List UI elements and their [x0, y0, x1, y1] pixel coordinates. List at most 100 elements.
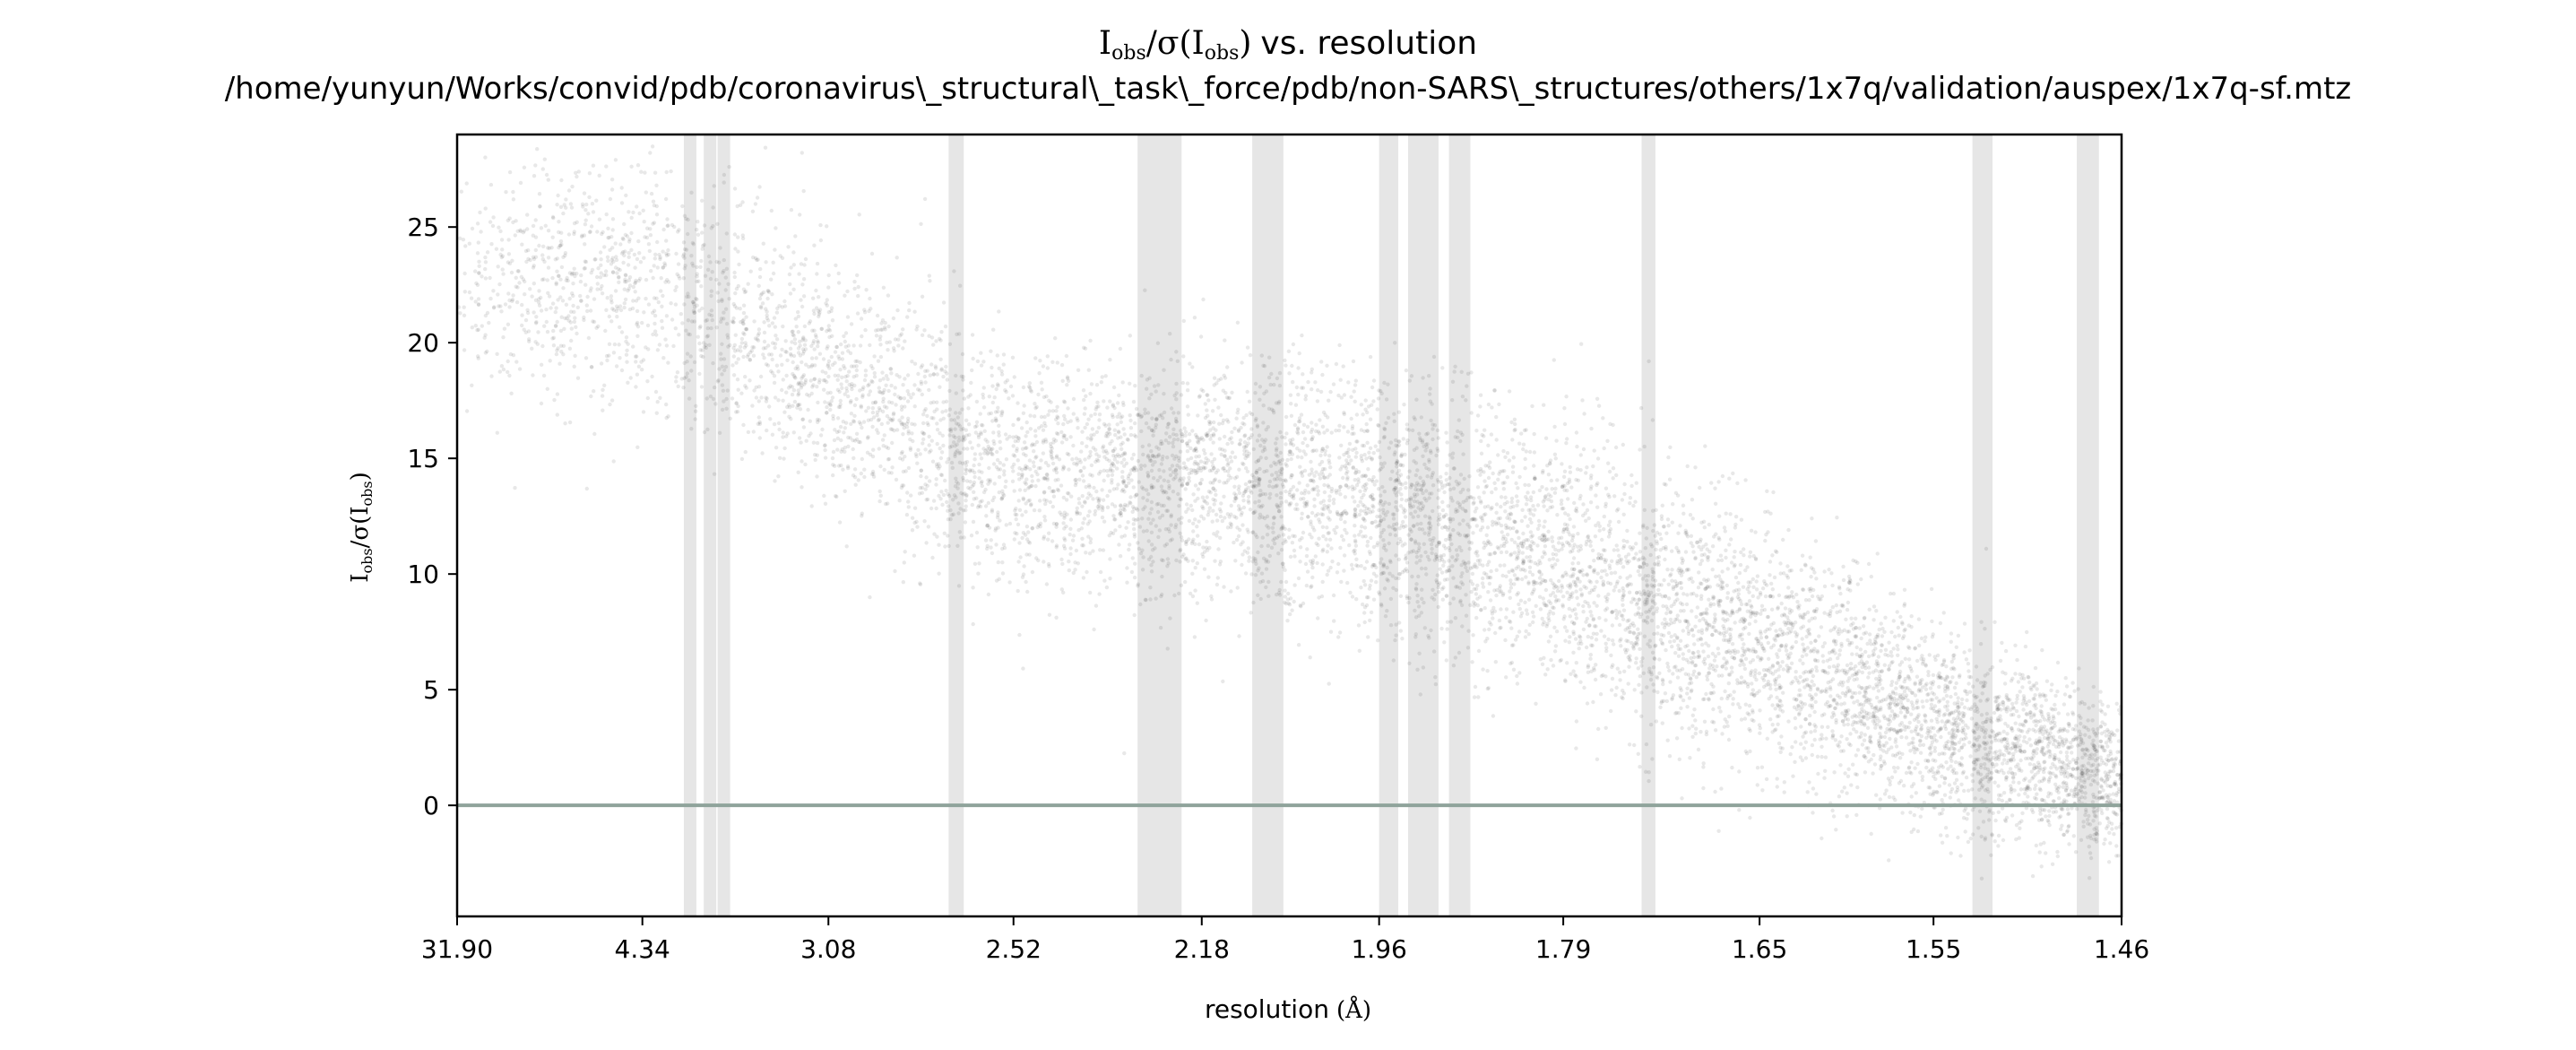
data-point [891, 417, 895, 421]
data-point [1272, 542, 1277, 546]
data-point [1710, 568, 1715, 572]
data-point [1742, 716, 1748, 721]
data-point [1470, 660, 1474, 664]
data-point [1534, 603, 1538, 608]
data-point [1362, 605, 1368, 610]
data-point [927, 273, 932, 278]
data-point [1223, 516, 1227, 520]
data-point [800, 459, 804, 464]
data-point [1831, 710, 1836, 716]
data-point [1478, 404, 1482, 409]
data-point [556, 298, 560, 302]
data-point [1790, 745, 1794, 750]
data-point [849, 322, 854, 326]
data-point [1878, 681, 1882, 687]
data-point [1906, 673, 1911, 679]
data-point [1450, 398, 1455, 403]
data-point [782, 299, 787, 304]
data-point [1515, 503, 1519, 508]
data-point [1499, 550, 1504, 555]
data-point [1011, 422, 1016, 428]
data-point [1068, 526, 1073, 531]
ice-ring-band-5 [1252, 135, 1284, 916]
data-point [1375, 541, 1380, 545]
data-point [1507, 389, 1512, 394]
data-point [1280, 467, 1284, 472]
data-point [1339, 579, 1344, 585]
data-point [1416, 506, 1421, 510]
data-point [615, 304, 619, 308]
data-point [580, 233, 584, 238]
data-point [1259, 571, 1265, 576]
data-point [1815, 650, 1820, 655]
data-point [708, 260, 713, 265]
data-point [1427, 558, 1431, 562]
data-point [934, 506, 938, 511]
data-point [826, 273, 831, 278]
data-point [878, 354, 884, 360]
data-point [1089, 382, 1094, 386]
data-point [1237, 467, 1241, 472]
data-point [1084, 394, 1088, 398]
data-point [1708, 663, 1713, 667]
data-point [1404, 368, 1409, 373]
data-point [890, 440, 895, 446]
data-point [638, 260, 644, 265]
data-point [1763, 509, 1768, 515]
data-point [2101, 788, 2105, 793]
data-point [1720, 473, 1725, 479]
data-point [1607, 469, 1612, 474]
data-point [1863, 665, 1868, 671]
data-point [1854, 753, 1858, 758]
data-point [1670, 644, 1674, 649]
data-point [867, 382, 871, 386]
data-point [1504, 574, 1508, 578]
data-point [920, 363, 925, 368]
data-point [1395, 522, 1399, 526]
data-point [943, 324, 948, 329]
data-point [1496, 516, 1500, 521]
data-point [1697, 671, 1701, 676]
data-point [1429, 418, 1433, 423]
data-point [964, 499, 968, 503]
data-point [1403, 557, 1408, 561]
data-point [1725, 720, 1729, 725]
data-point [1232, 484, 1237, 489]
data-point [938, 473, 944, 477]
data-point [1649, 618, 1655, 623]
data-point [964, 459, 970, 464]
data-point [564, 302, 569, 307]
data-point [1021, 411, 1026, 415]
data-point [1571, 525, 1577, 529]
data-point [1263, 492, 1268, 497]
data-point [1174, 381, 1179, 386]
data-point [1491, 616, 1495, 620]
data-point [1909, 729, 1914, 733]
data-point [901, 346, 905, 351]
data-point [2013, 721, 2018, 725]
data-point [2056, 711, 2061, 716]
data-point [1538, 561, 1543, 566]
data-point [511, 197, 516, 202]
data-point [1880, 669, 1884, 674]
data-point [800, 383, 804, 388]
data-point [661, 356, 666, 360]
data-point [1088, 540, 1093, 545]
data-point [1011, 444, 1016, 448]
data-point [1639, 664, 1644, 668]
data-point [1726, 627, 1732, 631]
data-point [1599, 575, 1604, 580]
data-point [1270, 473, 1275, 477]
data-point [1664, 482, 1668, 487]
data-point [1097, 503, 1102, 508]
data-point [2032, 749, 2036, 753]
data-point [652, 203, 657, 208]
data-point [523, 292, 527, 297]
data-point [1453, 655, 1458, 660]
data-point [1296, 392, 1301, 397]
data-point [1636, 631, 1640, 637]
data-point [1033, 356, 1038, 360]
data-point [480, 274, 484, 279]
data-point [575, 174, 579, 179]
data-point [617, 275, 621, 280]
